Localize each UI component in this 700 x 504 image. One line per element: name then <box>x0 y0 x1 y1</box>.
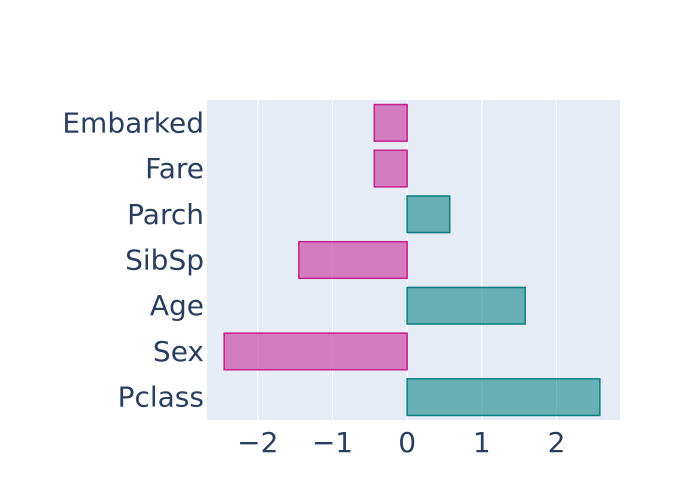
bar-parch <box>406 195 451 234</box>
y-tick-label-embarked: Embarked <box>62 106 204 139</box>
y-tick-label-pclass: Pclass <box>118 381 204 414</box>
bar-sibsp <box>298 240 408 280</box>
x-tick-label-4: 2 <box>548 426 566 459</box>
y-axis-tick-labels: Pclass Sex Age SibSp Parch Fare Embarked <box>62 106 204 413</box>
x-axis-tick-labels: −2 −1 0 1 2 <box>237 426 565 459</box>
x-tick-label-1: −1 <box>312 426 353 459</box>
bars <box>223 103 601 417</box>
bar-fare <box>373 149 408 188</box>
plot-background <box>207 100 620 420</box>
bar-sex <box>223 332 408 371</box>
bar-embarked <box>373 103 408 142</box>
y-tick-label-age: Age <box>150 289 204 322</box>
bar-age <box>406 286 526 325</box>
x-tick-label-2: 0 <box>398 426 416 459</box>
x-tick-label-0: −2 <box>237 426 278 459</box>
y-tick-label-sibsp: SibSp <box>125 244 204 277</box>
x-tick-label-3: 1 <box>473 426 491 459</box>
y-tick-label-fare: Fare <box>145 152 204 185</box>
bar-pclass <box>406 378 601 417</box>
y-tick-label-sex: Sex <box>153 335 204 368</box>
y-tick-label-parch: Parch <box>127 198 204 231</box>
